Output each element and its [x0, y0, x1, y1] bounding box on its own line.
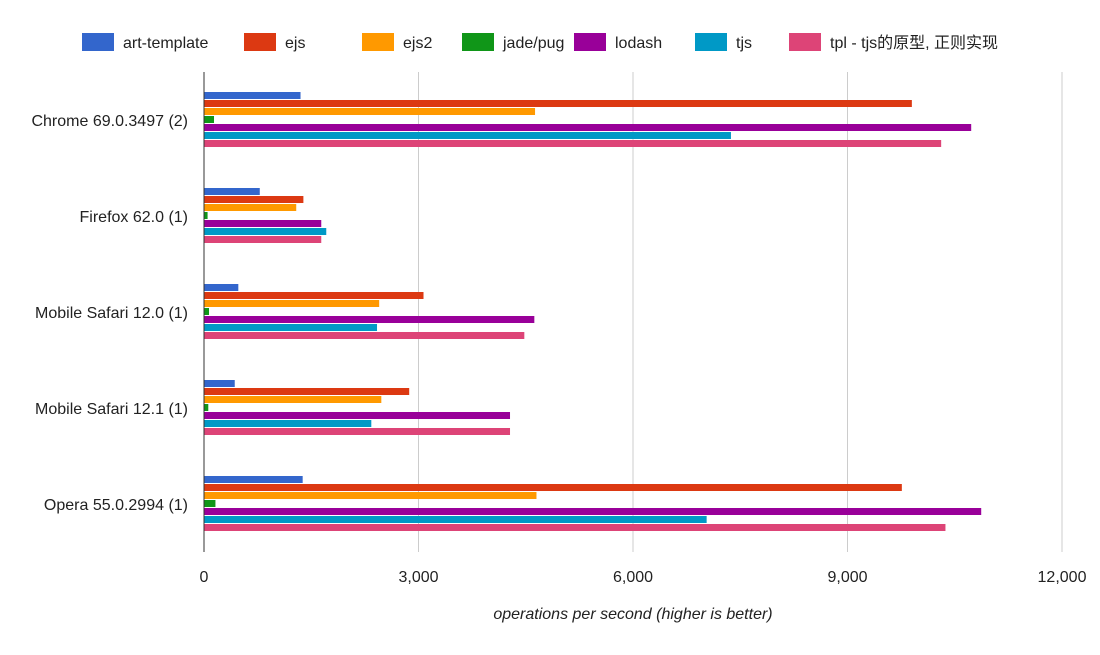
bar-opera-55-0-2994-1-ejs2 — [204, 492, 537, 499]
legend-swatch — [462, 33, 494, 51]
legend-label: ejs — [285, 35, 305, 52]
bar-opera-55-0-2994-1-jade-pug — [204, 500, 216, 507]
legend-item-lodash[interactable]: lodash — [574, 33, 662, 52]
bar-chrome-69-0-3497-2-ejs — [204, 100, 912, 107]
bar-mobile-safari-12-0-1-art-template — [204, 284, 239, 291]
bars — [204, 92, 982, 531]
legend-swatch — [82, 33, 114, 51]
legend-label: tpl - tjs的原型, 正则实现 — [830, 34, 998, 52]
bar-mobile-safari-12-0-1-ejs — [204, 292, 424, 299]
category-label-0: Chrome 69.0.3497 (2) — [31, 113, 188, 130]
legend-swatch — [695, 33, 727, 51]
x-tick-label-3: 9,000 — [827, 569, 867, 586]
legend-item-jade-pug[interactable]: jade/pug — [462, 33, 564, 52]
x-tick-label-2: 6,000 — [613, 569, 653, 586]
bar-firefox-62-0-1-art-template — [204, 188, 260, 195]
legend-item-ejs[interactable]: ejs — [244, 33, 305, 52]
legend-label: jade/pug — [502, 35, 564, 52]
legend-item-ejs2[interactable]: ejs2 — [362, 33, 432, 52]
bar-opera-55-0-2994-1-tjs — [204, 516, 707, 523]
bar-mobile-safari-12-1-1-ejs — [204, 388, 410, 395]
x-axis-title: operations per second (higher is better) — [493, 606, 772, 623]
bar-opera-55-0-2994-1-tpl-tjs — [204, 524, 946, 531]
bar-opera-55-0-2994-1-art-template — [204, 476, 303, 483]
legend-swatch — [362, 33, 394, 51]
bar-chrome-69-0-3497-2-lodash — [204, 124, 972, 131]
legend-label: lodash — [615, 35, 662, 52]
legend: art-template ejs ejs2 jade/pug lodash tjs tpl … — [82, 33, 998, 52]
legend-label: ejs2 — [403, 35, 432, 52]
bar-chrome-69-0-3497-2-ejs2 — [204, 108, 536, 115]
gridlines — [418, 72, 1063, 552]
category-label-2: Mobile Safari 12.0 (1) — [35, 305, 188, 322]
bar-chrome-69-0-3497-2-tpl-tjs — [204, 140, 942, 147]
legend-item-tjs[interactable]: tjs — [695, 33, 752, 52]
bar-firefox-62-0-1-tpl-tjs — [204, 236, 322, 243]
category-label-4: Opera 55.0.2994 (1) — [44, 497, 188, 514]
x-tick-label-0: 0 — [200, 569, 209, 586]
legend-label: tjs — [736, 35, 752, 52]
bar-firefox-62-0-1-lodash — [204, 220, 322, 227]
bar-opera-55-0-2994-1-lodash — [204, 508, 982, 515]
legend-swatch — [574, 33, 606, 51]
bar-chrome-69-0-3497-2-tjs — [204, 132, 731, 139]
bar-mobile-safari-12-1-1-ejs2 — [204, 396, 382, 403]
legend-swatch — [789, 33, 821, 51]
bar-firefox-62-0-1-tjs — [204, 228, 327, 235]
bar-firefox-62-0-1-ejs2 — [204, 204, 297, 211]
axis: Chrome 69.0.3497 (2) Firefox 62.0 (1) Mobi… — [31, 72, 1087, 586]
bar-mobile-safari-12-0-1-tpl-tjs — [204, 332, 525, 339]
bar-mobile-safari-12-1-1-tjs — [204, 420, 372, 427]
bar-firefox-62-0-1-jade-pug — [204, 212, 208, 219]
legend-label: art-template — [123, 35, 208, 52]
bar-mobile-safari-12-1-1-art-template — [204, 380, 235, 387]
legend-item-art-template[interactable]: art-template — [82, 33, 208, 52]
bar-mobile-safari-12-0-1-jade-pug — [204, 308, 210, 315]
bar-mobile-safari-12-1-1-jade-pug — [204, 404, 209, 411]
bar-mobile-safari-12-1-1-tpl-tjs — [204, 428, 511, 435]
bar-firefox-62-0-1-ejs — [204, 196, 304, 203]
bar-chrome-69-0-3497-2-jade-pug — [204, 116, 215, 123]
bar-mobile-safari-12-1-1-lodash — [204, 412, 511, 419]
bar-chrome-69-0-3497-2-art-template — [204, 92, 301, 99]
legend-item-tpl-tjs[interactable]: tpl - tjs的原型, 正则实现 — [789, 33, 998, 52]
legend-swatch — [244, 33, 276, 51]
bar-mobile-safari-12-0-1-ejs2 — [204, 300, 380, 307]
bar-mobile-safari-12-0-1-lodash — [204, 316, 535, 323]
category-label-3: Mobile Safari 12.1 (1) — [35, 401, 188, 418]
category-label-1: Firefox 62.0 (1) — [80, 209, 188, 226]
x-tick-label-4: 12,000 — [1038, 569, 1087, 586]
x-tick-label-1: 3,000 — [398, 569, 438, 586]
bar-opera-55-0-2994-1-ejs — [204, 484, 902, 491]
bar-mobile-safari-12-0-1-tjs — [204, 324, 378, 331]
